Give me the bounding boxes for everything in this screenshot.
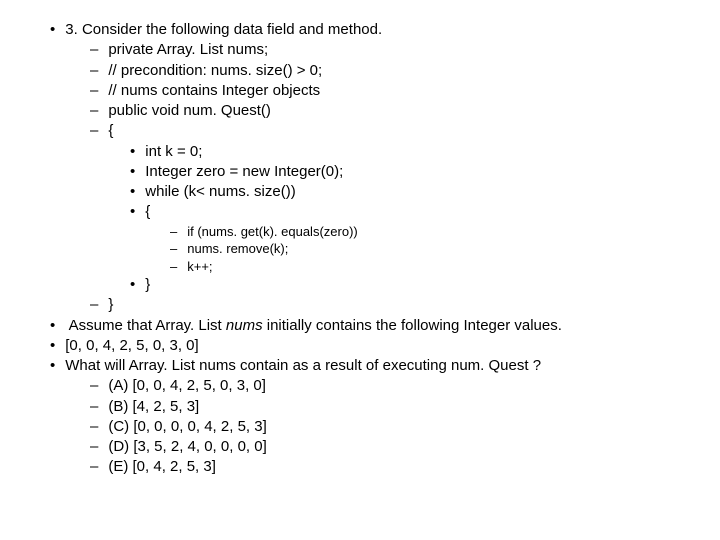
code-line: while (k< nums. size()) xyxy=(30,182,690,202)
option-d: (D) [3, 5, 2, 4, 0, 0, 0, 0] xyxy=(30,437,690,457)
code-line: k++; xyxy=(30,258,690,276)
code-line: // precondition: nums. size() > 0; xyxy=(30,61,690,81)
code-line: Integer zero = new Integer(0); xyxy=(30,162,690,182)
assume-text-b: initially contains the following Integer… xyxy=(263,317,562,334)
code-line: } xyxy=(30,295,690,315)
option-c: (C) [0, 0, 0, 0, 4, 2, 5, 3] xyxy=(30,417,690,437)
code-line: if (nums. get(k). equals(zero)) xyxy=(30,223,690,241)
option-b: (B) [4, 2, 5, 3] xyxy=(30,397,690,417)
assume-line: Assume that Array. List nums initially c… xyxy=(30,316,690,336)
assume-text-a: Assume that Array. List xyxy=(69,317,226,334)
code-line: { xyxy=(30,202,690,222)
question-block: 3. Consider the following data field and… xyxy=(30,20,690,478)
assume-italic: nums xyxy=(226,317,263,334)
code-line: private Array. List nums; xyxy=(30,40,690,60)
code-line: int k = 0; xyxy=(30,142,690,162)
code-line: } xyxy=(30,275,690,295)
code-line: nums. remove(k); xyxy=(30,240,690,258)
code-line: { xyxy=(30,121,690,141)
initial-values: [0, 0, 4, 2, 5, 0, 3, 0] xyxy=(30,336,690,356)
code-line: public void num. Quest() xyxy=(30,101,690,121)
option-e: (E) [0, 4, 2, 5, 3] xyxy=(30,457,690,477)
option-a: (A) [0, 0, 4, 2, 5, 0, 3, 0] xyxy=(30,376,690,396)
question-intro: 3. Consider the following data field and… xyxy=(30,20,690,40)
code-line: // nums contains Integer objects xyxy=(30,81,690,101)
question-ask: What will Array. List nums contain as a … xyxy=(30,356,690,376)
